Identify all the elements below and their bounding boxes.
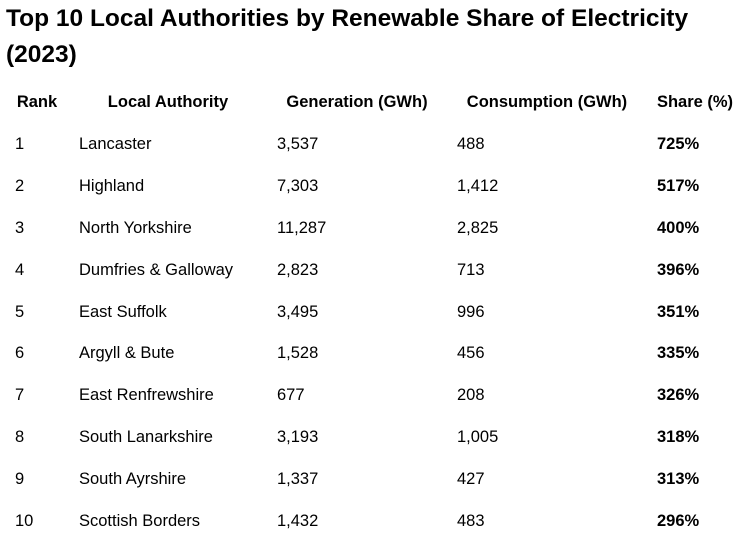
rank-cell: 9 bbox=[15, 469, 25, 488]
share-cell: 326% bbox=[657, 386, 700, 405]
table-header-row: Rank Local Authority Generation (GWh) Co… bbox=[5, 80, 743, 124]
rank-cell: 1 bbox=[15, 135, 25, 154]
column-header-share: Share (%) bbox=[656, 92, 734, 111]
rank-cell: 4 bbox=[15, 260, 25, 279]
generation-cell: 7,303 bbox=[277, 177, 319, 196]
table-row: 8 South Lanarkshire 3,193 1,005 318% bbox=[5, 417, 743, 459]
local-authority-cell: Scottish Borders bbox=[79, 511, 201, 530]
generation-cell: 3,495 bbox=[277, 302, 319, 321]
column-header-consumption: Consumption (GWh) bbox=[466, 92, 628, 111]
consumption-cell: 996 bbox=[457, 302, 485, 321]
consumption-cell: 483 bbox=[457, 511, 485, 530]
share-cell: 517% bbox=[657, 177, 700, 196]
local-authority-cell: East Suffolk bbox=[79, 302, 167, 321]
local-authority-cell: South Lanarkshire bbox=[79, 427, 213, 446]
local-authority-cell: Lancaster bbox=[79, 135, 152, 154]
share-cell: 318% bbox=[657, 427, 700, 446]
table-row: 3 North Yorkshire 11,287 2,825 400% bbox=[5, 208, 743, 250]
share-cell: 396% bbox=[657, 260, 700, 279]
consumption-cell: 427 bbox=[457, 469, 485, 488]
consumption-cell: 1,412 bbox=[457, 177, 499, 196]
generation-cell: 2,823 bbox=[277, 260, 319, 279]
generation-cell: 3,193 bbox=[277, 427, 319, 446]
local-authority-cell: South Ayrshire bbox=[79, 469, 187, 488]
consumption-cell: 208 bbox=[457, 386, 485, 405]
consumption-cell: 488 bbox=[457, 135, 485, 154]
consumption-cell: 713 bbox=[457, 260, 485, 279]
rank-cell: 3 bbox=[15, 218, 25, 237]
column-header-generation: Generation (GWh) bbox=[286, 92, 428, 111]
share-cell: 725% bbox=[657, 135, 700, 154]
share-cell: 351% bbox=[657, 302, 700, 321]
table-row: 10 Scottish Borders 1,432 483 296% bbox=[5, 500, 743, 542]
local-authority-cell: Argyll & Bute bbox=[79, 344, 175, 363]
share-cell: 400% bbox=[657, 218, 700, 237]
table-row: 5 East Suffolk 3,495 996 351% bbox=[5, 291, 743, 333]
local-authority-cell: Highland bbox=[79, 177, 145, 196]
rank-cell: 7 bbox=[15, 386, 25, 405]
rank-cell: 5 bbox=[15, 302, 25, 321]
local-authority-cell: East Renfrewshire bbox=[79, 386, 214, 405]
renewable-share-table: Rank Local Authority Generation (GWh) Co… bbox=[5, 80, 743, 542]
column-header-local-authority: Local Authority bbox=[107, 92, 229, 111]
generation-cell: 1,528 bbox=[277, 344, 319, 363]
table-row: 6 Argyll & Bute 1,528 456 335% bbox=[5, 333, 743, 375]
table-row: 7 East Renfrewshire 677 208 326% bbox=[5, 375, 743, 417]
local-authority-cell: North Yorkshire bbox=[79, 218, 192, 237]
consumption-cell: 1,005 bbox=[457, 427, 499, 446]
rank-cell: 8 bbox=[15, 427, 25, 446]
consumption-cell: 2,825 bbox=[457, 218, 499, 237]
table-row: 4 Dumfries & Galloway 2,823 713 396% bbox=[5, 249, 743, 291]
generation-cell: 11,287 bbox=[277, 218, 327, 237]
table-row: 1 Lancaster 3,537 488 725% bbox=[5, 124, 743, 166]
generation-cell: 677 bbox=[277, 386, 305, 405]
generation-cell: 1,432 bbox=[277, 511, 319, 530]
table-body: 1 Lancaster 3,537 488 725% 2 Highland 7,303 1,41… bbox=[5, 124, 743, 542]
table-row: 9 South Ayrshire 1,337 427 313% bbox=[5, 458, 743, 500]
generation-cell: 1,337 bbox=[277, 469, 319, 488]
share-cell: 335% bbox=[657, 344, 700, 363]
rank-cell: 2 bbox=[15, 177, 25, 196]
generation-cell: 3,537 bbox=[277, 135, 319, 154]
rank-cell: 10 bbox=[15, 511, 34, 530]
rank-cell: 6 bbox=[15, 344, 25, 363]
share-cell: 313% bbox=[657, 469, 700, 488]
table-row: 2 Highland 7,303 1,412 517% bbox=[5, 166, 743, 208]
consumption-cell: 456 bbox=[457, 344, 485, 363]
table-title: Top 10 Local Authorities by Renewable Sh… bbox=[6, 5, 689, 68]
local-authority-cell: Dumfries & Galloway bbox=[79, 260, 234, 279]
share-cell: 296% bbox=[657, 511, 700, 530]
column-header-rank: Rank bbox=[16, 92, 58, 111]
